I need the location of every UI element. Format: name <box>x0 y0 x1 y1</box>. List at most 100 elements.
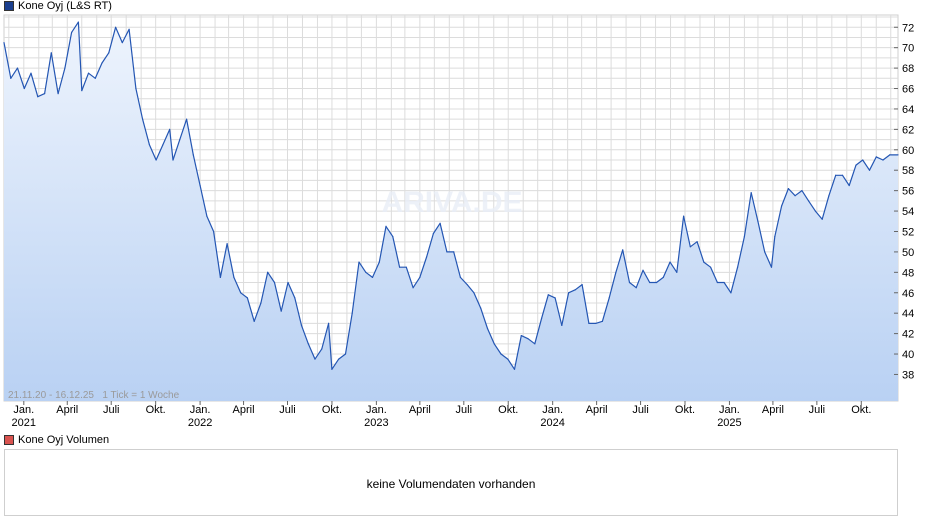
price-line-segment <box>57 67 66 95</box>
x-tick-label: April <box>233 404 255 416</box>
x-tick-label: Jan. <box>542 404 563 416</box>
price-line-segment <box>581 284 590 324</box>
price-line-segment <box>142 118 150 146</box>
price-legend-label: Kone Oyj (L&S RT) <box>18 0 112 12</box>
price-line-segment <box>135 87 144 120</box>
price-line-segment <box>841 174 850 187</box>
price-line-segment <box>807 200 817 212</box>
price-line-segment <box>219 243 228 278</box>
range-info: 21.11.20 - 16.12.25 1 Tick = 1 Woche <box>8 390 180 401</box>
price-line-segment <box>405 266 414 289</box>
price-line-segment <box>351 261 360 314</box>
price-line-segment <box>87 72 96 79</box>
price-line-segment <box>622 249 631 284</box>
price-line-segment <box>371 261 380 278</box>
price-line-segment <box>50 52 59 95</box>
price-line-segment <box>801 190 810 202</box>
price-line-segment <box>770 236 776 268</box>
price-line-segment <box>554 297 563 326</box>
price-line-segment <box>780 188 790 207</box>
price-line-segment <box>10 67 19 79</box>
price-line-segment <box>169 128 174 161</box>
price-line-segment <box>534 317 543 345</box>
price-legend-swatch <box>4 1 14 11</box>
price-line-segment <box>155 144 164 161</box>
x-tick-label: April <box>586 404 608 416</box>
price-legend: Kone Oyj (L&S RT) <box>4 0 112 12</box>
price-line-segment <box>595 320 604 324</box>
price-line-segment <box>750 192 759 222</box>
x-tick-label: Jan. <box>190 404 211 416</box>
price-line-segment <box>108 26 117 54</box>
price-line-segment <box>37 92 46 98</box>
y-tick-label: 56 <box>902 186 914 198</box>
price-line-segment <box>821 195 830 220</box>
price-line-segment <box>814 210 823 220</box>
price-line-segment <box>703 261 712 268</box>
price-line-segment <box>43 52 52 95</box>
price-line-segment <box>358 261 367 273</box>
price-line-segment <box>601 297 610 322</box>
x-tick-label: Juli <box>456 404 473 416</box>
y-tick-label: 58 <box>902 165 914 177</box>
price-line-segment <box>412 276 421 289</box>
price-line-segment <box>365 271 374 278</box>
price-line-segment <box>432 222 441 235</box>
y-tick-label: 48 <box>902 267 914 279</box>
price-area <box>4 22 898 401</box>
price-line-segment <box>114 26 123 44</box>
price-points <box>3 21 899 370</box>
price-line-segment <box>267 271 276 284</box>
price-line-segment <box>635 269 644 289</box>
price-line-segment <box>736 236 746 268</box>
price-line-segment <box>392 236 401 268</box>
price-line-segment <box>213 230 221 278</box>
price-line-segment <box>121 28 130 44</box>
x-tick-label: Okt. <box>498 404 518 416</box>
price-line-segment <box>500 353 509 360</box>
y-tick-label: 52 <box>902 226 914 238</box>
volume-panel: keine Volumendaten vorhanden <box>4 449 898 516</box>
x-year-label: 2021 <box>12 417 36 429</box>
price-line-segment <box>128 28 137 90</box>
price-line-segment <box>723 281 732 294</box>
price-line-segment <box>287 281 296 299</box>
price-line-segment <box>787 188 796 197</box>
price-line-segment <box>480 307 489 330</box>
price-line-segment <box>162 128 171 146</box>
x-year-label: 2024 <box>540 417 564 429</box>
price-line-segment <box>101 52 110 64</box>
price-line-segment <box>172 139 181 161</box>
price-line-segment <box>669 261 678 273</box>
price-line-segment <box>676 215 685 273</box>
y-tick-label: 66 <box>902 84 914 96</box>
y-tick-label: 70 <box>902 43 914 55</box>
x-tick-label: April <box>409 404 431 416</box>
y-tick-label: 68 <box>902 63 914 75</box>
price-line-segment <box>655 276 664 284</box>
price-line-segment <box>307 343 316 360</box>
price-line-segment <box>192 154 201 187</box>
volume-legend-swatch <box>4 435 14 445</box>
price-line-segment <box>730 266 739 294</box>
price-line-segment <box>94 62 103 79</box>
price-line-segment <box>540 294 549 319</box>
price-line-segment <box>561 292 570 326</box>
price-line-segment <box>567 289 577 294</box>
price-line-segment <box>206 215 215 233</box>
x-tick-label: Juli <box>809 404 826 416</box>
price-line-segment <box>246 297 255 322</box>
price-line-segment <box>321 322 330 350</box>
price-line-segment <box>328 322 333 370</box>
price-line-segment <box>419 256 428 278</box>
price-line-segment <box>507 358 516 370</box>
price-chart: ARIVA.DE 38 40 42 44 46 48 50 52 54 56 58 60 62 64 66 6… <box>3 14 914 429</box>
price-line-segment <box>300 324 309 345</box>
price-line-segment <box>260 271 269 304</box>
price-line-segment <box>527 338 536 345</box>
price-line-segment <box>486 327 495 345</box>
price-line-segment <box>682 215 691 248</box>
y-tick-label: 50 <box>902 247 914 259</box>
price-line-segment <box>882 154 891 161</box>
x-tick-label: April <box>762 404 784 416</box>
